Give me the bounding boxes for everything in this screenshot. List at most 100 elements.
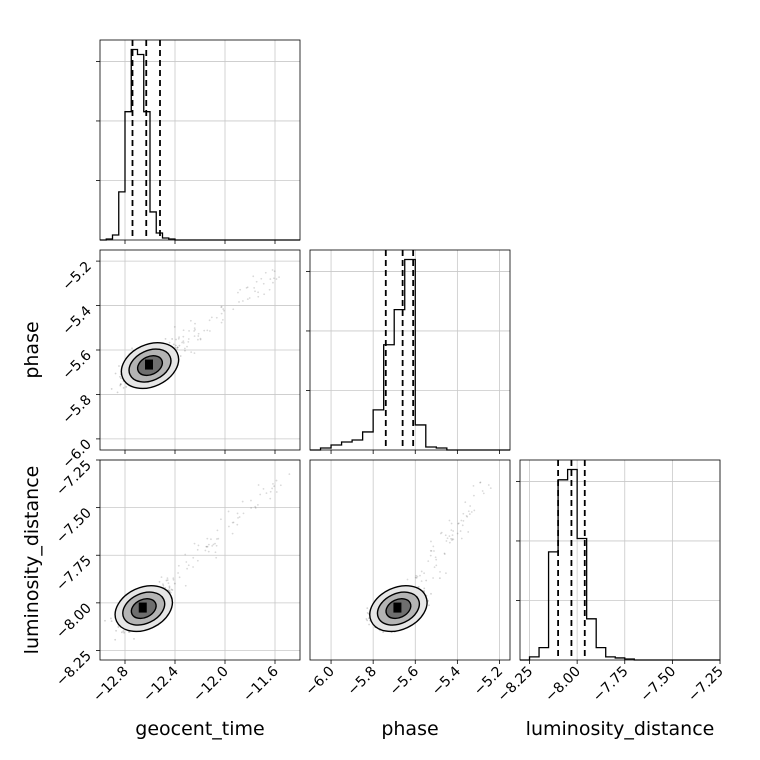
scatter-point (232, 521, 235, 524)
scatter-point (168, 341, 171, 344)
scatter-point (169, 591, 172, 594)
scatter-point (451, 534, 454, 536)
scatter-point (208, 330, 211, 332)
scatter-point (214, 551, 217, 554)
scatter-point (199, 337, 202, 340)
scatter-point (110, 620, 113, 623)
scatter-point (220, 312, 223, 315)
luminosity_distance-vs-geocent_time-ytick-label: −8.00 (53, 600, 95, 642)
scatter-point (215, 538, 218, 540)
luminosity_distance-marginal-xtick-label: −7.75 (590, 664, 632, 706)
scatter-point (433, 550, 435, 552)
scatter-point (273, 270, 276, 273)
scatter-point (192, 556, 195, 559)
scatter-point (221, 318, 224, 321)
scatter-point (208, 319, 211, 322)
scatter-point (440, 531, 443, 534)
scatter-point (193, 327, 196, 330)
scatter-point (257, 291, 259, 294)
scatter-point (250, 499, 252, 502)
scatter-point (171, 338, 174, 340)
scatter-point (115, 629, 117, 632)
scatter-point (220, 321, 223, 324)
scatter-point (256, 503, 259, 506)
scatter-point (433, 566, 436, 569)
scatter-point (452, 538, 455, 541)
scatter-point (192, 566, 194, 568)
scatter-point (173, 326, 176, 328)
scatter-point (122, 386, 125, 389)
scatter-point (423, 589, 425, 592)
scatter-point (366, 619, 369, 622)
scatter-point (232, 308, 235, 311)
scatter-point (238, 301, 240, 303)
scatter-point (178, 336, 180, 339)
luminosity_distance-vs-geocent_time-xtick-label: −11.6 (240, 663, 282, 705)
scatter-point (177, 564, 180, 567)
scatter-point (196, 559, 199, 562)
scatter-point (166, 579, 169, 581)
scatter-point (127, 631, 130, 633)
luminosity_distance-vs-geocent_time-ytick-label: −7.50 (53, 505, 95, 547)
scatter-point (220, 305, 223, 308)
scatter-point (241, 300, 244, 302)
scatter-point (184, 349, 186, 352)
scatter-point (197, 544, 200, 547)
scatter-point (197, 338, 199, 341)
scatter-point (122, 630, 125, 632)
scatter-point (432, 545, 435, 548)
scatter-point (182, 340, 185, 343)
scatter-point (423, 587, 426, 590)
scatter-point (187, 564, 190, 567)
scatter-point (444, 534, 447, 537)
scatter-point (481, 490, 484, 492)
scatter-point (253, 286, 256, 289)
scatter-point (263, 293, 266, 296)
scatter-point (162, 584, 165, 587)
luminosity_distance-vs-geocent_time-ytick-label: −8.25 (53, 648, 95, 690)
scatter-point (133, 637, 135, 640)
scatter-point (205, 545, 208, 548)
scatter-point (199, 338, 202, 341)
scatter-point (172, 578, 175, 581)
scatter-point (220, 518, 222, 521)
scatter-point (172, 577, 175, 580)
scatter-point (429, 554, 432, 557)
luminosity_distance-vs-geocent_time-xlabel: geocent_time (135, 718, 264, 740)
scatter-point (175, 338, 178, 341)
scatter-point (272, 281, 274, 284)
scatter-point (222, 308, 225, 310)
scatter-point (273, 277, 275, 280)
scatter-point (239, 288, 242, 291)
scatter-point (487, 484, 490, 486)
scatter-point (188, 330, 190, 332)
scatter-point (273, 485, 276, 488)
scatter-point (262, 282, 265, 285)
scatter-point (419, 574, 421, 577)
luminosity_distance-vs-geocent_time-frame (99, 459, 301, 661)
scatter-point (220, 306, 223, 309)
scatter-point (187, 338, 190, 340)
scatter-point (446, 537, 449, 540)
scatter-point (114, 638, 117, 641)
scatter-point (425, 579, 428, 582)
scatter-point (450, 522, 453, 525)
scatter-point (119, 384, 122, 387)
scatter-point (197, 332, 200, 335)
scatter-point (489, 487, 492, 490)
phase-marginal-histogram-step (310, 258, 510, 451)
scatter-point (427, 560, 430, 563)
luminosity_distance-vs-phase-xtick-label: −5.4 (429, 663, 464, 698)
scatter-point (174, 346, 177, 349)
scatter-point (420, 570, 423, 573)
scatter-point (450, 537, 452, 540)
scatter-point (257, 484, 260, 486)
scatter-point (193, 330, 196, 332)
scatter-point (167, 582, 170, 585)
scatter-point (434, 556, 437, 559)
scatter-point (439, 571, 441, 573)
scatter-point (203, 329, 206, 332)
scatter-point (114, 372, 117, 375)
scatter-point (119, 383, 122, 386)
scatter-point (450, 529, 453, 532)
